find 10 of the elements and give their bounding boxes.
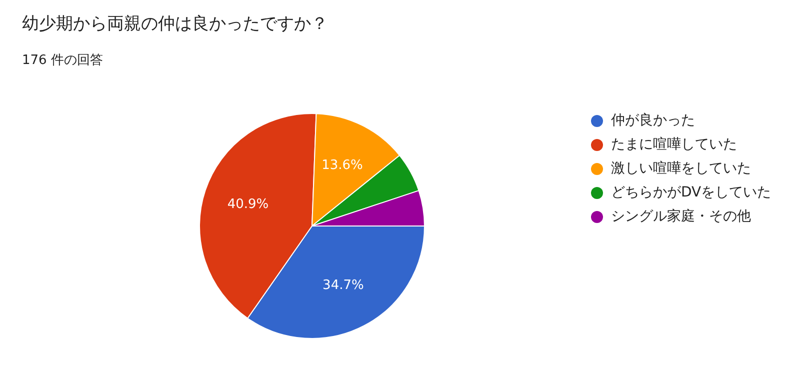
legend-label: 仲が良かった <box>611 112 695 129</box>
data-label: 13.6% <box>322 158 363 174</box>
legend-label: シングル家庭・その他 <box>611 208 751 225</box>
chart-title: 幼少期から両親の仲は良かったですか？ <box>22 13 328 35</box>
legend-label: 激しい喧嘩をしていた <box>611 160 751 177</box>
legend-label: たまに喧嘩していた <box>611 136 737 153</box>
legend-label: どちらかがDVをしていた <box>611 184 772 201</box>
data-label: 40.9% <box>227 196 269 212</box>
text: 176 件の回答 <box>22 52 103 69</box>
data-label: 34.7% <box>322 278 364 294</box>
